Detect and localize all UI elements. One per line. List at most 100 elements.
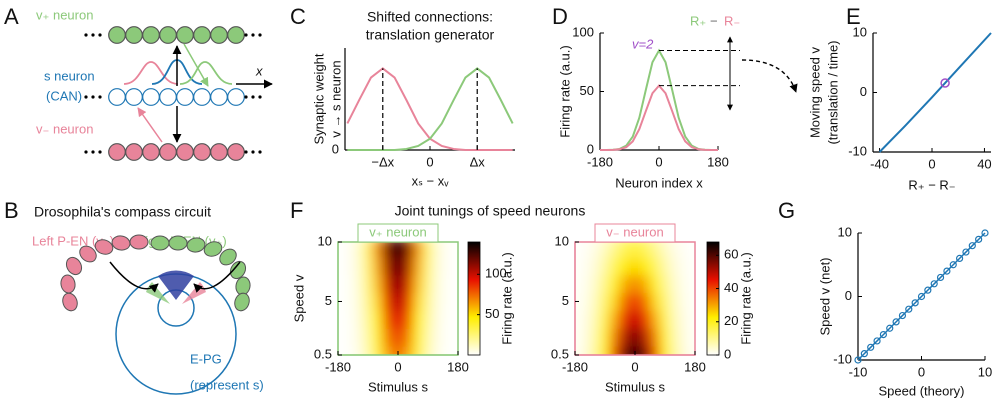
- x-tick-label: -40: [870, 156, 889, 171]
- heat-cell: [372, 242, 384, 258]
- ellipsis-dot: [98, 150, 102, 154]
- panel-label: C: [290, 4, 306, 29]
- chart-title: Shifted connections:: [367, 9, 493, 25]
- heat-cell: [442, 309, 454, 329]
- heat-cell: [679, 274, 691, 294]
- bump-wedge: [158, 270, 194, 300]
- point: [930, 280, 938, 288]
- heat-cell: [362, 274, 374, 294]
- heat-cell: [338, 256, 344, 276]
- colorbar-label: Firing rate (a.u.): [499, 252, 514, 344]
- pen-neuron: [203, 241, 223, 257]
- heat-cell: [338, 309, 344, 329]
- annotation: v=2: [632, 36, 654, 51]
- heat-cell: [609, 327, 621, 347]
- heat-cell: [679, 345, 691, 355]
- heat-cell: [629, 242, 641, 258]
- colorbar-tick-label: 50: [485, 306, 499, 321]
- neuron-rows: [84, 26, 262, 161]
- y-tick-label: 0.5: [314, 346, 332, 361]
- subtitle: v₊ neuron: [369, 224, 426, 239]
- heat-cell: [392, 292, 404, 311]
- heat-cell: [575, 242, 581, 258]
- pen-neuron: [150, 235, 170, 251]
- pen-neuron: [62, 292, 78, 312]
- heat-cell: [352, 274, 364, 294]
- point: [905, 305, 913, 313]
- heat-cell: [589, 274, 601, 294]
- panel-label: E: [846, 4, 861, 29]
- ellipsis-dot: [258, 33, 262, 37]
- line: [878, 32, 992, 153]
- x-tick-label: -180: [562, 359, 588, 374]
- heat-cell: [392, 327, 404, 347]
- y-tick-label: 0: [332, 141, 339, 156]
- heat-cell: [629, 327, 641, 347]
- panel-label: A: [4, 4, 19, 29]
- y-tick-label: -10: [833, 351, 852, 366]
- y-tick-label: -10: [848, 143, 867, 158]
- heat-cell: [589, 256, 601, 276]
- colorbar-tick-label: 40: [724, 280, 738, 295]
- point: [975, 235, 983, 243]
- y-tick-label: 10: [318, 233, 332, 248]
- heat-cell: [689, 327, 695, 347]
- y-axis-label: Synaptic weight: [311, 53, 326, 144]
- pen-neuron: [111, 235, 131, 251]
- heat-cell: [362, 292, 374, 311]
- neuron: [108, 143, 126, 161]
- heat-cell: [442, 242, 454, 258]
- heat-cell: [619, 292, 631, 311]
- heat-cell: [442, 327, 454, 347]
- heat-cell: [412, 292, 424, 311]
- heat-cell: [342, 327, 354, 347]
- x-tick-label: 40: [977, 156, 991, 171]
- heat-cell: [382, 274, 394, 294]
- neuron: [210, 26, 228, 44]
- y-axis-label: Firing rate (a.u.): [557, 45, 572, 137]
- heat-cell: [599, 327, 611, 347]
- heat-cell: [392, 274, 404, 294]
- heat-cell: [669, 345, 681, 355]
- panel-label: F: [290, 198, 303, 223]
- heat-cell: [579, 292, 591, 311]
- x-tick-label: 180: [707, 154, 729, 169]
- heat-cell: [342, 345, 354, 355]
- heat-cell: [372, 274, 384, 294]
- heat-cell: [659, 242, 671, 258]
- heat-cell: [659, 292, 671, 311]
- x-axis-label: Speed (theory): [879, 383, 965, 398]
- pen-neuron: [234, 292, 250, 312]
- colorbar-tick-label: 100: [485, 266, 507, 281]
- y-axis-label: v → s neuron: [328, 60, 343, 137]
- y-tick-label: 50: [580, 83, 594, 98]
- neuron: [193, 143, 211, 161]
- subtitle-bg: [594, 223, 676, 243]
- heat-cell: [669, 327, 681, 347]
- heat-cell: [442, 292, 454, 311]
- heat-cell: [352, 292, 364, 311]
- y-axis-label: Speed v (net): [817, 257, 832, 335]
- point: [949, 261, 957, 269]
- y-tick-label: 0: [587, 141, 594, 156]
- arrow: [193, 261, 241, 293]
- heat-cell: [579, 327, 591, 347]
- heat-cell: [362, 327, 374, 347]
- heat-cell: [619, 309, 631, 329]
- x-tick-label: 0: [918, 364, 925, 379]
- heat-cell: [342, 292, 354, 311]
- point: [962, 248, 970, 256]
- heat-cell: [382, 292, 394, 311]
- heat-cell: [352, 327, 364, 347]
- ellipsis-dot: [91, 150, 95, 154]
- arrow: [137, 107, 163, 143]
- neuron: [176, 26, 194, 44]
- label: s neuron: [44, 68, 95, 83]
- heat-cell: [669, 309, 681, 329]
- neuron: [159, 88, 177, 106]
- heat-cell: [649, 327, 661, 347]
- heat-cell: [342, 309, 354, 329]
- diagram-title: Drosophila's compass circuit: [34, 204, 211, 220]
- neuron: [108, 26, 126, 44]
- heat-cell: [402, 309, 414, 329]
